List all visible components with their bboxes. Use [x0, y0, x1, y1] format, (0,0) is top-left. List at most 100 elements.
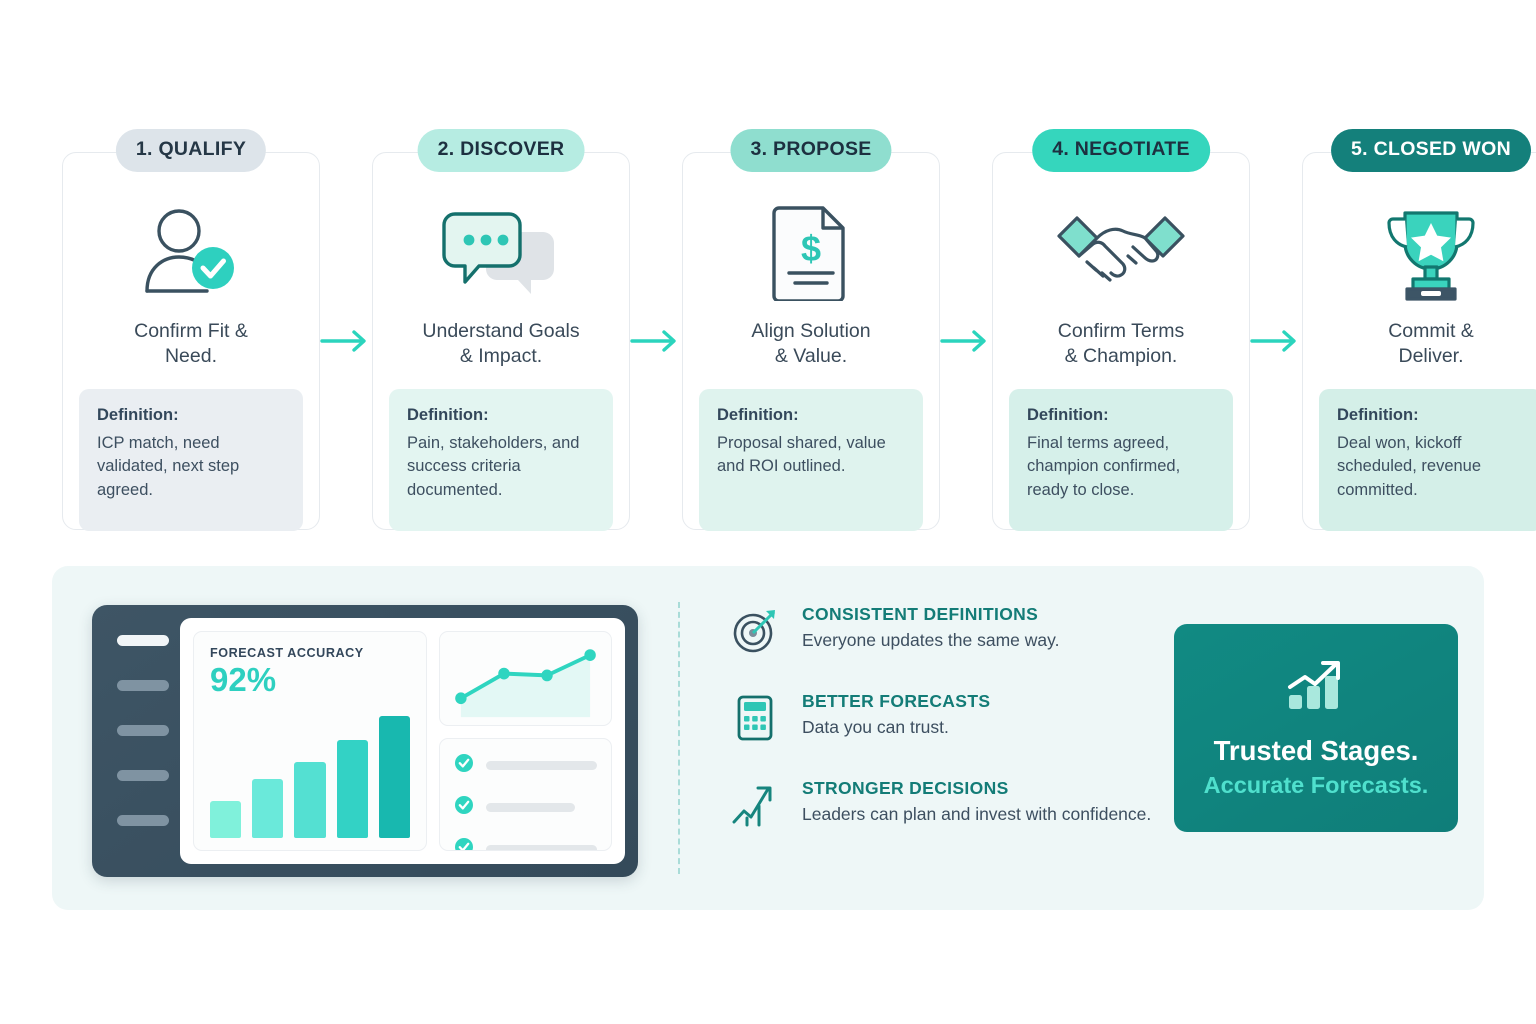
headline-line-1: Confirm Terms [1057, 320, 1185, 342]
headline-line-2: Deliver. [1398, 344, 1464, 367]
bar-1 [210, 801, 242, 838]
calculator-icon [730, 691, 780, 748]
definition-box-5: Definition: Deal won, kickoff scheduled,… [1319, 388, 1536, 531]
stage-pill-1: 1. QUALIFY [115, 129, 267, 172]
definition-label: Definition: [97, 405, 179, 424]
stage-card-propose[interactable]: 3. PROPOSE $ Align Solution & Value. Def… [682, 129, 940, 531]
bar-chart-arrow-icon [1285, 659, 1347, 718]
checklist-placeholder-bar [486, 803, 575, 812]
growth-arrow-icon [730, 778, 780, 835]
definition-label: Definition: [717, 405, 799, 424]
headline-line-1: Understand Goals [422, 320, 580, 342]
benefits-panel: FORECAST ACCURACY 92% [52, 566, 1484, 910]
benefit-item-consistent-definitions: CONSISTENT DEFINITIONS Everyone updates … [730, 604, 1190, 661]
trend-line-card [439, 631, 612, 726]
connector-arrow-3 [940, 152, 992, 530]
headline-line-2: Need. [164, 344, 218, 367]
definition-label: Definition: [1337, 405, 1419, 424]
check-circle-icon [454, 795, 474, 820]
check-circle-icon [454, 753, 474, 778]
definition-box-3: Definition: Proposal shared, value and R… [699, 388, 923, 531]
definition-text: ICP match, need validated, next step agr… [97, 433, 240, 499]
checklist-card [439, 738, 612, 851]
sidebar-nav-item-1[interactable] [116, 635, 169, 646]
checklist-row [454, 795, 597, 820]
connector-arrow-4 [1250, 152, 1302, 530]
stage-headline-3: Align Solution & Value. [683, 319, 939, 369]
definition-text: Deal won, kickoff scheduled, revenue com… [1337, 433, 1482, 499]
definition-text: Pain, stakeholders, and success criteria… [407, 433, 580, 499]
line-point-1 [498, 667, 510, 680]
headline-line-1: Confirm Fit & [134, 320, 248, 342]
benefit-title: CONSISTENT DEFINITIONS [802, 604, 1039, 624]
benefit-item-stronger-decisions: STRONGER DECISIONS Leaders can plan and … [730, 778, 1190, 835]
headline-line-1: Commit & [1388, 320, 1474, 342]
callout-line-1: Trusted Stages. [1213, 735, 1419, 767]
line-chart-svg [455, 649, 596, 718]
callout-line-2: Accurate Forecasts. [1203, 772, 1429, 799]
chat-bubbles-icon [373, 193, 629, 311]
device-frame: FORECAST ACCURACY 92% [92, 605, 638, 877]
stage-pill-2: 2. DISCOVER [417, 129, 585, 172]
benefit-item-better-forecasts: BETTER FORECASTS Data you can trust. [730, 691, 1190, 748]
stage-card-discover[interactable]: 2. DISCOVER Understand Goals & Impact. D… [372, 129, 630, 531]
callout-card: Trusted Stages. Accurate Forecasts. [1174, 624, 1458, 832]
definition-label: Definition: [1027, 405, 1109, 424]
headline-line-1: Align Solution [751, 320, 871, 342]
checklist-placeholder-bar [486, 761, 597, 770]
sidebar-nav-item-5[interactable] [116, 815, 169, 826]
dashboard-mockup: FORECAST ACCURACY 92% [92, 605, 638, 877]
stage-headline-1: Confirm Fit & Need. [63, 319, 319, 369]
check-circle-icon [454, 837, 474, 850]
stage-pill-3: 3. PROPOSE [730, 129, 892, 172]
benefit-subtitle: Everyone updates the same way. [802, 630, 1060, 650]
definition-label: Definition: [407, 405, 489, 424]
stage-headline-4: Confirm Terms & Champion. [993, 319, 1249, 369]
connector-arrow-1 [320, 152, 372, 530]
bar-chart [210, 716, 411, 838]
stage-card-qualify[interactable]: 1. QUALIFY Confirm Fit & Need. Definitio… [62, 129, 320, 531]
definition-text: Proposal shared, value and ROI outlined. [717, 433, 886, 476]
vertical-dashed-divider [678, 602, 680, 874]
stage-pill-4: 4. NEGOTIATE [1032, 129, 1210, 172]
definition-box-1: Definition: ICP match, need validated, n… [79, 388, 303, 531]
definition-text: Final terms agreed, champion confirmed, … [1027, 433, 1181, 499]
bar-5 [378, 716, 411, 838]
bar-3 [294, 762, 326, 838]
forecast-accuracy-card: FORECAST ACCURACY 92% [193, 631, 427, 851]
stage-pill-5: 5. CLOSED WON [1331, 129, 1531, 172]
bar-2 [252, 779, 284, 838]
checklist-placeholder-bar [486, 845, 597, 850]
bar-4 [336, 740, 368, 838]
device-sidebar [105, 618, 180, 864]
checklist-row [454, 837, 597, 850]
kpi-title: FORECAST ACCURACY [210, 646, 364, 660]
person-check-icon [63, 193, 319, 311]
stage-card-negotiate[interactable]: 4. NEGOTIATE Confirm Terms & Champion. [992, 129, 1250, 531]
headline-line-2: & Champion. [1064, 344, 1178, 367]
benefit-title: STRONGER DECISIONS [802, 778, 1009, 798]
connector-arrow-2 [630, 152, 682, 530]
benefit-subtitle: Data you can trust. [802, 717, 949, 737]
trophy-star-icon [1303, 193, 1536, 311]
line-point-2 [541, 669, 553, 682]
stage-headline-2: Understand Goals & Impact. [373, 319, 629, 369]
document-dollar-icon: $ [683, 193, 939, 311]
benefits-list: CONSISTENT DEFINITIONS Everyone updates … [730, 604, 1190, 865]
svg-text:$: $ [801, 228, 821, 269]
headline-line-2: & Value. [774, 344, 848, 367]
device-screen: FORECAST ACCURACY 92% [180, 618, 625, 864]
stage-pipeline: 1. QUALIFY Confirm Fit & Need. Definitio… [62, 129, 1536, 531]
benefit-title: BETTER FORECASTS [802, 691, 991, 711]
sidebar-nav-item-2[interactable] [116, 680, 169, 691]
sidebar-nav-item-3[interactable] [116, 725, 169, 736]
handshake-icon [993, 193, 1249, 311]
kpi-value: 92% [210, 661, 277, 698]
benefit-subtitle: Leaders can plan and invest with confide… [802, 804, 1152, 824]
definition-box-4: Definition: Final terms agreed, champion… [1009, 388, 1233, 531]
line-point-3 [584, 649, 596, 661]
sidebar-nav-item-4[interactable] [116, 770, 169, 781]
stage-card-closed-won[interactable]: 5. CLOSED WON Commit & Deliver. Def [1302, 129, 1536, 531]
checklist-row [454, 753, 597, 778]
